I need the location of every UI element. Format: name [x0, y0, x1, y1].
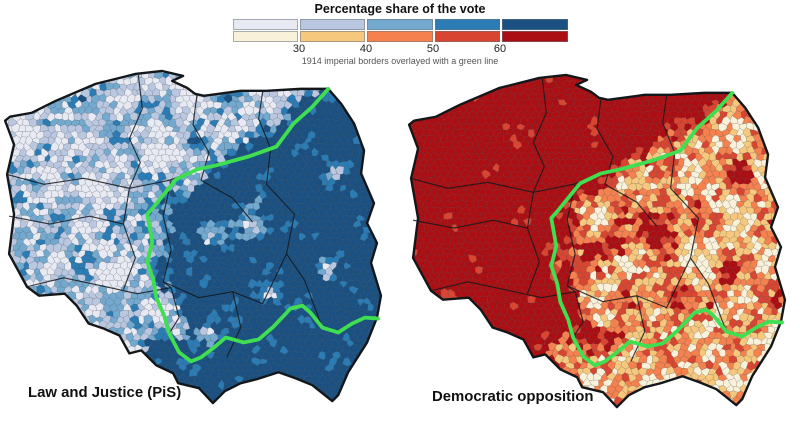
map-label-pis: Law and Justice (PiS) — [28, 385, 181, 401]
legend-swatch-1 — [300, 31, 365, 42]
legend-swatch-row-opposition — [233, 31, 568, 42]
legend-swatch-3 — [435, 19, 500, 30]
choropleth-map-pis: Law and Justice (PiS) — [2, 67, 396, 419]
legend-swatch-3 — [435, 31, 500, 42]
legend-swatch-2 — [367, 19, 432, 30]
tick-30: 30 — [293, 43, 305, 55]
choropleth-map-opposition: Democratic opposition — [406, 71, 800, 423]
legend-swatch-0 — [233, 31, 298, 42]
legend-swatch-4 — [502, 31, 567, 42]
map-figure-pis: Law and Justice (PiS) — [2, 67, 396, 423]
legend-subtitle: 1914 imperial borders overlayed with a g… — [233, 56, 568, 66]
legend-swatch-0 — [233, 19, 298, 30]
map-label-opposition: Democratic opposition — [432, 389, 594, 405]
maps-row: Law and Justice (PiS) Democratic opposit… — [0, 67, 800, 423]
legend-swatch-row-pis — [233, 19, 568, 30]
legend: Percentage share of the vote 30 40 50 60… — [233, 0, 568, 66]
legend-swatch-1 — [300, 19, 365, 30]
municipality-cells — [406, 71, 800, 423]
municipality-cells — [2, 67, 396, 419]
legend-swatch-4 — [502, 19, 567, 30]
tick-40: 40 — [360, 43, 372, 55]
map-figure-opposition: Democratic opposition — [406, 71, 800, 423]
tick-50: 50 — [427, 43, 439, 55]
legend-swatches — [233, 19, 568, 42]
legend-ticks: 30 40 50 60 — [233, 42, 568, 55]
legend-swatch-2 — [367, 31, 432, 42]
tick-60: 60 — [494, 43, 506, 55]
legend-title: Percentage share of the vote — [233, 2, 568, 16]
